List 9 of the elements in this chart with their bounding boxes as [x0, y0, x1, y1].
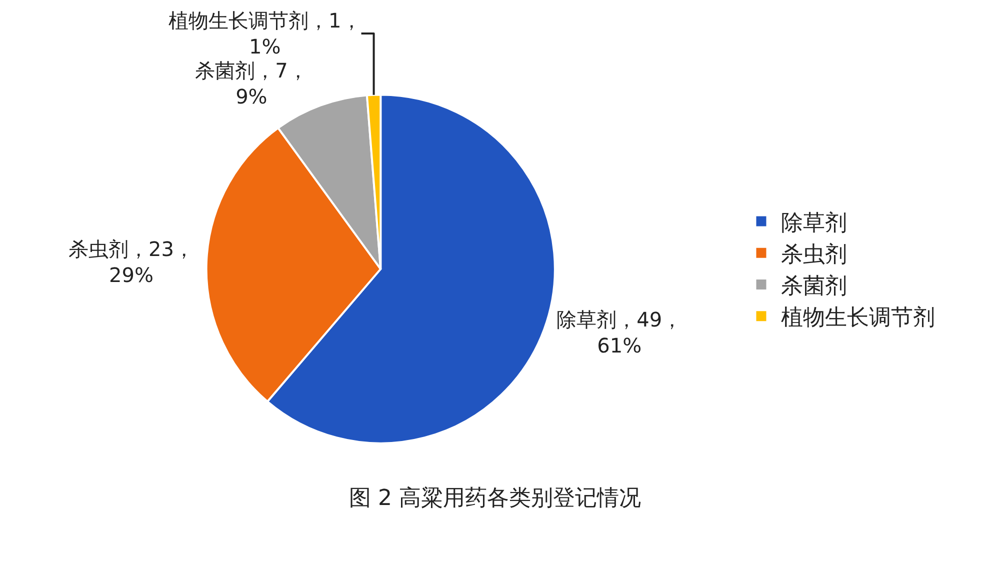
legend-label: 杀菌剂: [781, 274, 848, 300]
text: 图 2 高粱用药各类别登记情况: [349, 486, 641, 511]
legend-label: 杀虫剂: [781, 242, 848, 268]
legend-label: 植物生长调节剂: [781, 306, 936, 331]
legend-label: 除草剂: [781, 210, 848, 236]
data-label: 植物生长调节剂，1，1%: [168, 8, 362, 58]
data-label: 除草剂，49，61%: [556, 307, 682, 358]
data-label: 杀虫剂，23，29%: [68, 237, 194, 288]
data-label: 杀菌剂，7，9%: [195, 58, 308, 108]
